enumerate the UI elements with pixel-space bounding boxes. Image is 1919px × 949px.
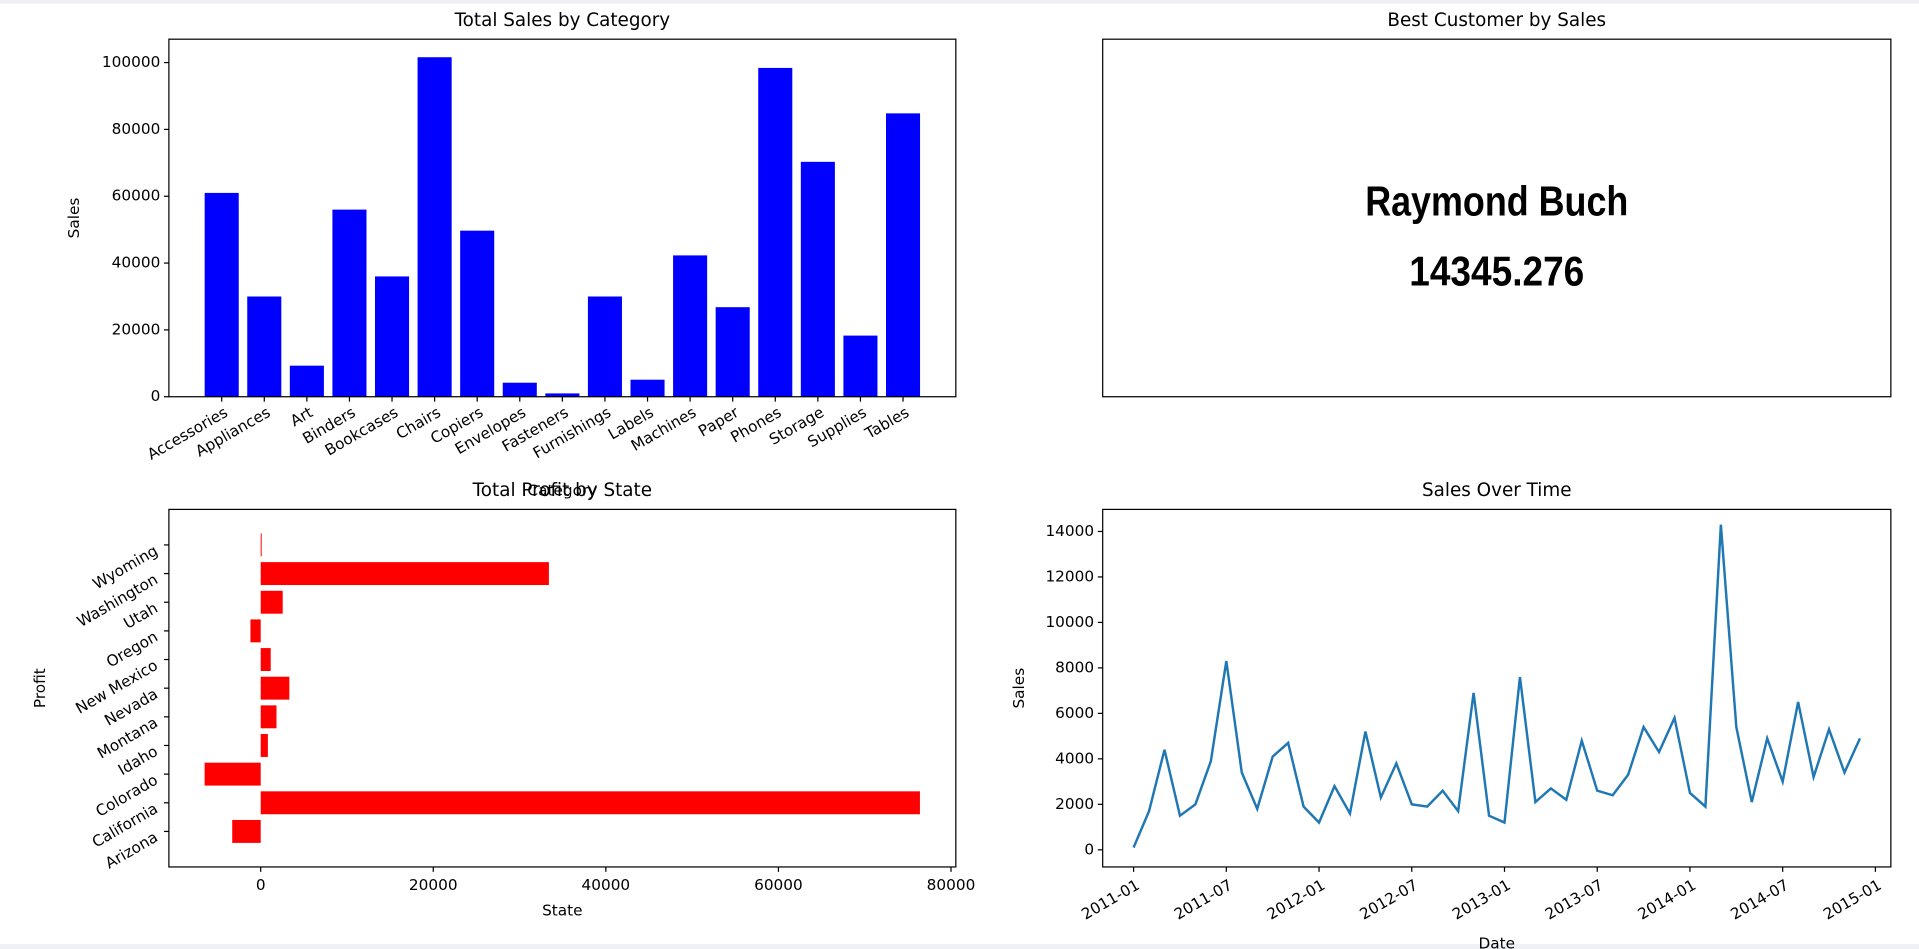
x-tick-label: 60000 <box>754 876 803 894</box>
y-tick-label: 4000 <box>1055 749 1094 767</box>
bar <box>885 113 921 397</box>
x-tick-label: 80000 <box>927 876 976 894</box>
x-tick-label: 2013-07 <box>1542 876 1606 924</box>
x-axis-label: State <box>542 902 582 920</box>
y-tick-label: 8000 <box>1055 658 1094 676</box>
bar <box>232 819 261 843</box>
x-tick-label: 2011-01 <box>1078 876 1142 924</box>
x-tick-label: 2014-07 <box>1727 876 1791 924</box>
x-tick-label: 2015-01 <box>1820 876 1884 924</box>
customer-name: Raymond Buch <box>1365 177 1628 224</box>
x-axis-label: Date <box>1478 935 1515 949</box>
axes-frame <box>1102 38 1892 398</box>
chart-title: Total Profit by State <box>472 480 652 501</box>
customer-sales: 14345.276 <box>1409 247 1584 294</box>
bar <box>502 382 537 397</box>
bar <box>332 209 367 397</box>
x-tick-label: 2013-01 <box>1449 876 1513 924</box>
y-tick-label: 60000 <box>112 187 161 205</box>
bar <box>260 705 277 729</box>
bar <box>545 393 580 397</box>
bar <box>460 230 495 397</box>
axes-frame <box>1102 508 1892 868</box>
bar <box>260 648 271 671</box>
bar <box>800 161 835 397</box>
x-tick-label: 2012-07 <box>1357 876 1421 924</box>
bar <box>260 734 268 757</box>
sales-line <box>1132 524 1862 849</box>
bar <box>260 590 283 614</box>
y-axis-label: Sales <box>1010 668 1028 709</box>
y-axis-label: Sales <box>65 198 83 239</box>
y-tick-label: 12000 <box>1045 567 1094 585</box>
bar <box>260 562 549 586</box>
bar <box>204 762 261 786</box>
bar <box>758 67 793 397</box>
y-tick-label: 0 <box>1084 840 1094 858</box>
axes-frame <box>168 508 957 868</box>
bar <box>250 619 261 643</box>
bar <box>630 379 665 397</box>
y-tick-label: 80000 <box>112 120 161 138</box>
top-bar <box>0 0 1919 4</box>
y-tick-label: 100000 <box>102 53 160 71</box>
x-tick-label: 40000 <box>582 876 631 894</box>
x-tick-label: 20000 <box>409 876 458 894</box>
bar <box>374 276 410 397</box>
x-tick-label: Tables <box>861 403 912 443</box>
x-axis-label: Category <box>527 482 597 500</box>
bar <box>247 296 282 397</box>
chart-title: Best Customer by Sales <box>1387 10 1606 31</box>
y-tick-label: 40000 <box>112 254 161 272</box>
y-tick-label: 2000 <box>1055 795 1094 813</box>
bar <box>260 676 290 700</box>
y-tick-label: 20000 <box>112 320 161 338</box>
y-tick-label: 0 <box>151 387 161 405</box>
x-tick-label: 0 <box>256 876 266 894</box>
bar <box>289 365 324 397</box>
y-tick-label: 14000 <box>1045 522 1094 540</box>
chart-title: Sales Over Time <box>1422 480 1572 501</box>
x-tick-label: 2011-07 <box>1171 876 1235 924</box>
x-tick-label: 2012-01 <box>1264 876 1328 924</box>
bottom-bar <box>0 944 1919 949</box>
bar <box>260 533 262 557</box>
axes-frame <box>168 38 957 398</box>
y-axis-label: Profit <box>31 668 49 708</box>
bar <box>843 335 878 397</box>
bar <box>673 255 708 397</box>
y-tick-label: 10000 <box>1045 613 1094 631</box>
bar <box>260 791 920 815</box>
x-tick-label: 2014-01 <box>1635 876 1699 924</box>
bar <box>417 57 452 397</box>
bar <box>204 192 239 397</box>
bar <box>587 296 622 397</box>
chart-title: Total Sales by Category <box>454 10 671 31</box>
y-tick-label: 6000 <box>1055 704 1094 722</box>
bar <box>715 307 750 397</box>
